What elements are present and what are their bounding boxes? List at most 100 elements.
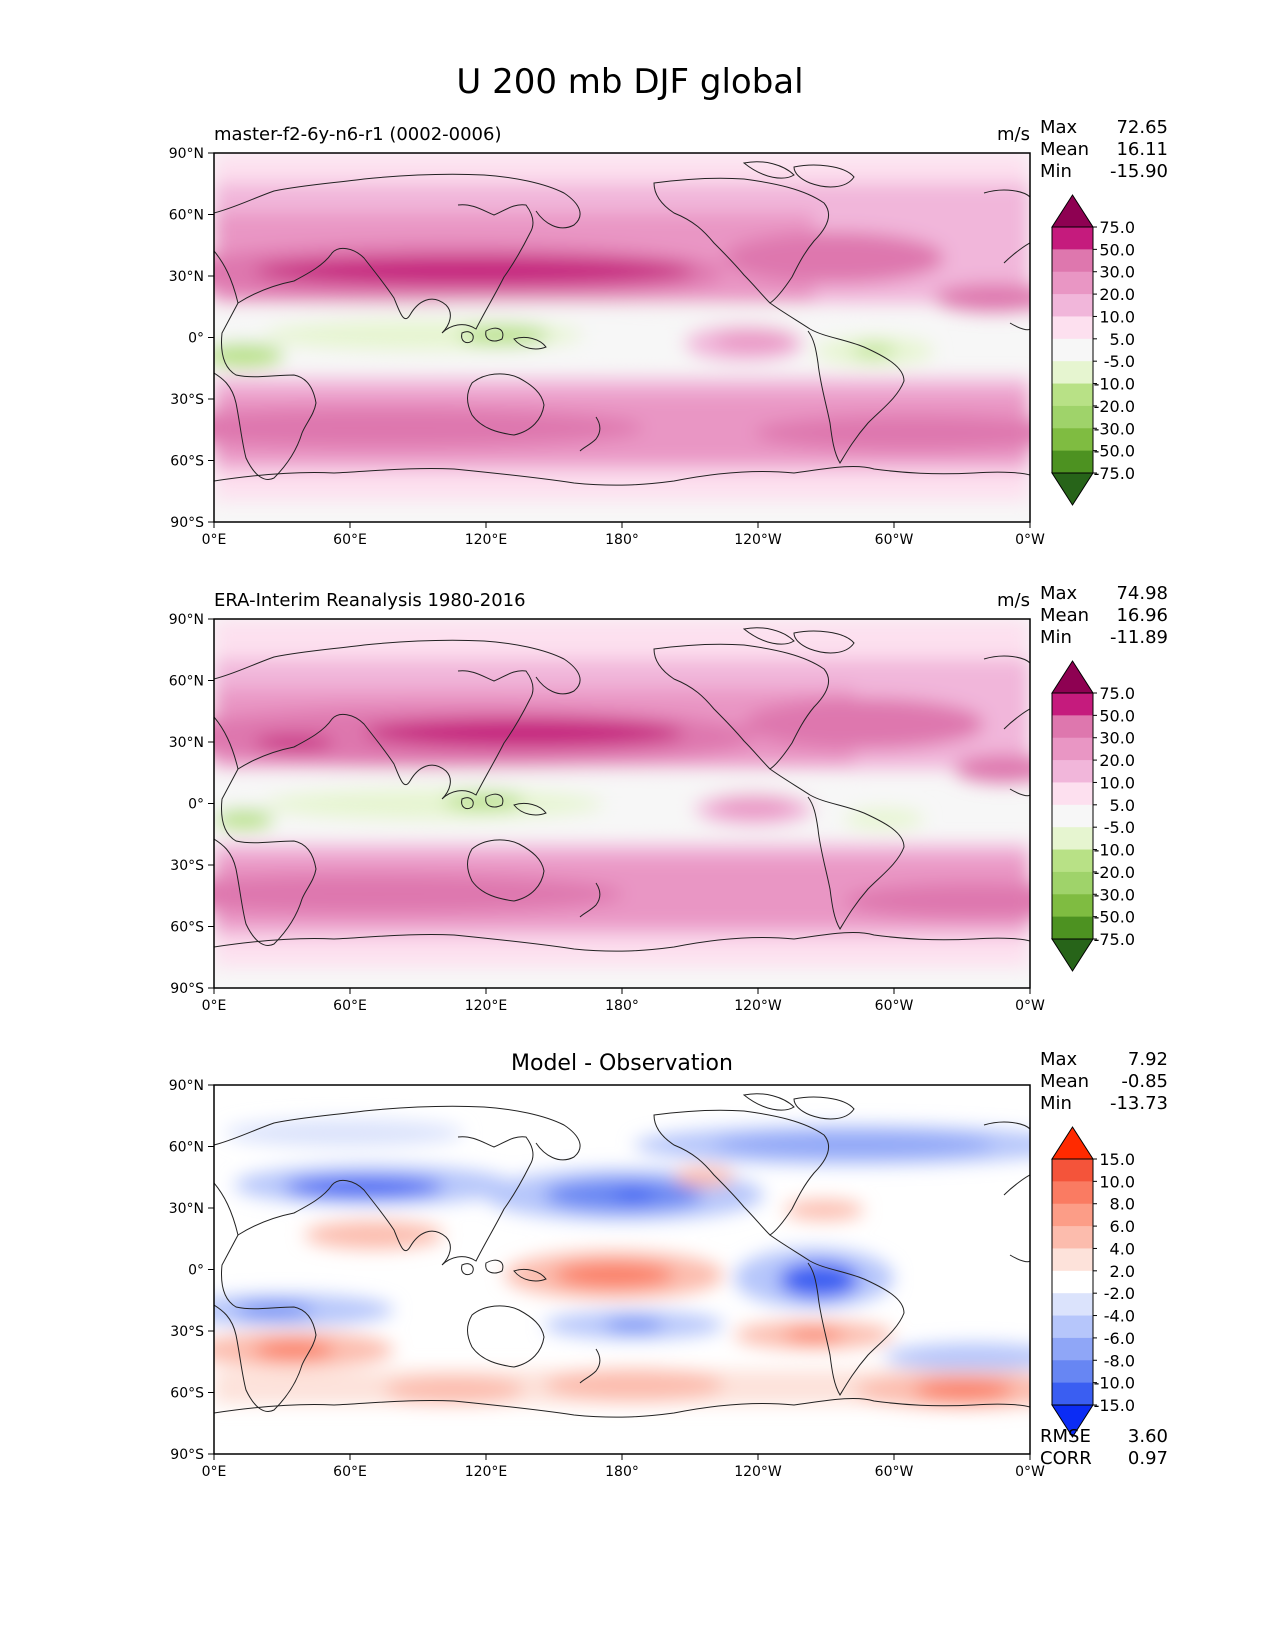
colorbar-bin <box>1052 1293 1093 1317</box>
colorbar-frame <box>1051 226 1094 474</box>
stat-label: Min <box>1040 627 1072 648</box>
y-tick-label: 30°S <box>170 392 204 408</box>
colorbar-bin <box>1052 1337 1093 1361</box>
y-tick-label: 60°N <box>169 208 204 224</box>
y-tick-label: 90°S <box>170 981 204 997</box>
colorbar-level-label: 10.0 <box>1099 307 1135 326</box>
colorbar-bin <box>1052 383 1093 407</box>
x-tick-label: 0°W <box>1015 998 1045 1014</box>
x-tick-label: 60°W <box>875 1464 914 1480</box>
colorbar-level-label: 10.0 <box>1099 1172 1135 1191</box>
panel-obs-stats: Max 74.98 Mean 16.96 Min -11.89 <box>1040 583 1168 648</box>
colorbar-extend-min <box>1051 938 1094 972</box>
y-tick-label: 60°N <box>169 1140 204 1156</box>
colorbar-bin <box>1052 361 1093 385</box>
colorbar-extend-max <box>1051 1126 1094 1160</box>
colorbar-level-label: 15.0 <box>1099 1150 1135 1169</box>
colorbar-bin <box>1052 428 1093 452</box>
panel-model-axes: 0°E 60°E 120°E 180° 120°W 60°W 0°W 90°N 60°N 30°N… <box>169 146 1045 548</box>
colorbar-bin <box>1052 1315 1093 1339</box>
panel-obs-units: m/s <box>997 590 1030 611</box>
y-tick-label: 0° <box>188 1263 204 1279</box>
colorbar-level-label: 50.0 <box>1099 240 1135 259</box>
colorbar-level-label: -4.0 <box>1104 1307 1135 1326</box>
y-tick-label: 60°S <box>170 454 204 470</box>
x-tick-label: 180° <box>605 1464 639 1480</box>
stat-value: 74.98 <box>1116 583 1168 604</box>
colorbar-level-label: 20.0 <box>1099 751 1135 770</box>
panel-diff-center-title: Model - Observation <box>511 1051 733 1076</box>
stat-value: 16.96 <box>1116 605 1168 626</box>
stat-value: 7.92 <box>1128 1049 1168 1070</box>
stat-value: -11.89 <box>1110 627 1168 648</box>
x-tick-label: 60°E <box>333 532 367 548</box>
colorbar-bin <box>1052 1203 1093 1227</box>
colorbar-bin <box>1052 249 1093 273</box>
stat-label: Max <box>1040 1049 1078 1070</box>
colorbar-level-label: 30.0 <box>1099 263 1135 282</box>
colorbar-bin <box>1052 760 1093 783</box>
y-tick-label: 90°N <box>169 1078 204 1094</box>
y-tick-label: 0° <box>188 797 204 813</box>
colorbar-level-label: 20.0 <box>1099 285 1135 304</box>
stat-label: Min <box>1040 161 1072 182</box>
colorbar-level-label: -75.0 <box>1094 930 1135 949</box>
x-tick-label: 180° <box>605 532 639 548</box>
colorbar-level-label: -30.0 <box>1094 419 1135 438</box>
y-tick-label: 30°S <box>170 1324 204 1340</box>
x-tick-label: 120°W <box>734 1464 782 1480</box>
stat-label: RMSE <box>1040 1426 1091 1447</box>
x-tick-label: 60°E <box>333 998 367 1014</box>
x-tick-label: 0°E <box>202 532 227 548</box>
colorbar-bin <box>1052 316 1093 340</box>
colorbar-level-label: -5.0 <box>1104 818 1135 837</box>
x-tick-label: 120°W <box>734 532 782 548</box>
stat-label: Mean <box>1040 139 1089 160</box>
x-tick-label: 60°W <box>875 532 914 548</box>
colorbar-bin <box>1052 1226 1093 1249</box>
y-tick-label: 90°S <box>170 1447 204 1463</box>
colorbar-level-label: 6.0 <box>1110 1217 1135 1236</box>
x-tick-label: 60°W <box>875 998 914 1014</box>
colorbar-bin <box>1052 450 1093 474</box>
colorbar-level-label: -50.0 <box>1094 442 1135 461</box>
colorbar-level-label: 75.0 <box>1099 684 1135 703</box>
x-tick-label: 0°E <box>202 998 227 1014</box>
panel-obs-map <box>214 619 1030 988</box>
y-tick-label: 0° <box>188 331 204 347</box>
panel-obs-left-title: ERA-Interim Reanalysis 1980-2016 <box>214 590 526 611</box>
stat-value: -15.90 <box>1110 161 1168 182</box>
colorbar-level-label: -8.0 <box>1104 1351 1135 1370</box>
colorbar-bin <box>1052 849 1093 873</box>
colorbar-bin <box>1052 405 1093 429</box>
figure-title: U 200 mb DJF global <box>456 62 803 102</box>
stat-value: -13.73 <box>1110 1093 1168 1114</box>
x-tick-label: 180° <box>605 998 639 1014</box>
colorbar-level-label: 4.0 <box>1110 1239 1135 1258</box>
colorbar-level-label: -15.0 <box>1094 1396 1135 1415</box>
y-tick-label: 60°N <box>169 674 204 690</box>
colorbar-bin <box>1052 894 1093 918</box>
y-tick-label: 30°N <box>169 269 204 285</box>
colorbar-frame <box>1051 692 1094 940</box>
colorbar-level-label: 5.0 <box>1110 796 1135 815</box>
stat-value: 3.60 <box>1128 1426 1168 1447</box>
colorbar-bin <box>1052 693 1093 716</box>
y-tick-label: 90°S <box>170 515 204 531</box>
x-tick-label: 120°E <box>465 1464 508 1480</box>
colorbar-level-label: -20.0 <box>1094 863 1135 882</box>
colorbar-bin <box>1052 827 1093 851</box>
panel-diff-stats: Max 7.92 Mean -0.85 Min -13.73 RMSE 3.60 CORR 0.9… <box>1040 1049 1168 1469</box>
colorbar-bin <box>1052 338 1093 362</box>
colorbar-bin <box>1052 782 1093 806</box>
colorbar-bin <box>1052 227 1093 250</box>
colorbar-level-label: 75.0 <box>1099 218 1135 237</box>
colorbar-bin <box>1052 271 1093 295</box>
panel-model-map <box>214 153 1030 522</box>
colorbar-level-label: -6.0 <box>1104 1329 1135 1348</box>
colorbar-level-label: -10.0 <box>1094 841 1135 860</box>
stat-label: Mean <box>1040 605 1089 626</box>
x-tick-label: 0°E <box>202 1464 227 1480</box>
colorbar-bin <box>1052 294 1093 317</box>
x-tick-label: 120°W <box>734 998 782 1014</box>
